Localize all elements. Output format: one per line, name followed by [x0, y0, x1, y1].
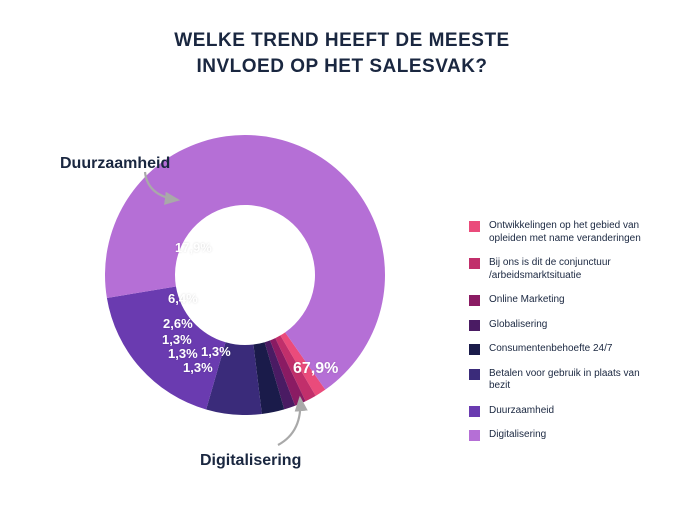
legend-label: Duurzaamheid — [489, 405, 654, 418]
legend-swatch — [469, 295, 480, 306]
legend-swatch — [469, 221, 480, 232]
legend-label: Globalisering — [489, 319, 654, 332]
donut-chart: 1,3%1,3%1,3%1,3%2,6%6,4%17,9%67,9% — [105, 135, 385, 415]
legend-swatch — [469, 430, 480, 441]
legend-label: Betalen voor gebruik in plaats van bezit — [489, 368, 654, 393]
callout-label: Duurzaamheid — [60, 155, 170, 173]
legend-item: Ontwikkelingen op het gebied van opleide… — [469, 220, 654, 245]
legend-label: Ontwikkelingen op het gebied van opleide… — [489, 220, 654, 245]
legend-label: Bij ons is dit de conjunctuur /arbeidsma… — [489, 257, 654, 282]
slice-pct-label: 1,3% — [201, 344, 231, 359]
legend-item: Betalen voor gebruik in plaats van bezit — [469, 368, 654, 393]
slice-pct-label: 6,4% — [168, 291, 198, 306]
legend-item: Online Marketing — [469, 294, 654, 307]
slice-pct-label: 1,3% — [168, 346, 198, 361]
slice-pct-label: 1,3% — [162, 332, 192, 347]
slice-pct-label: 17,9% — [175, 240, 212, 255]
chart-title: WELKE TREND HEEFT DE MEESTE INVLOED OP H… — [0, 0, 684, 79]
legend-label: Online Marketing — [489, 294, 654, 307]
legend-label: Digitalisering — [489, 429, 654, 442]
legend-item: Globalisering — [469, 319, 654, 332]
donut-svg — [105, 135, 385, 415]
legend-swatch — [469, 369, 480, 380]
legend: Ontwikkelingen op het gebied van opleide… — [469, 220, 654, 454]
legend-swatch — [469, 406, 480, 417]
legend-item: Digitalisering — [469, 429, 654, 442]
title-line-2: INVLOED OP HET SALESVAK? — [196, 56, 487, 77]
legend-item: Bij ons is dit de conjunctuur /arbeidsma… — [469, 257, 654, 282]
legend-swatch — [469, 320, 480, 331]
legend-item: Duurzaamheid — [469, 405, 654, 418]
legend-swatch — [469, 258, 480, 269]
slice-pct-label: 67,9% — [293, 360, 338, 378]
title-line-1: WELKE TREND HEEFT DE MEESTE — [174, 30, 509, 51]
legend-item: Consumentenbehoefte 24/7 — [469, 343, 654, 356]
slice-pct-label: 1,3% — [183, 360, 213, 375]
callout-label: Digitalisering — [200, 452, 301, 470]
legend-swatch — [469, 344, 480, 355]
legend-label: Consumentenbehoefte 24/7 — [489, 343, 654, 356]
slice-pct-label: 2,6% — [163, 316, 193, 331]
